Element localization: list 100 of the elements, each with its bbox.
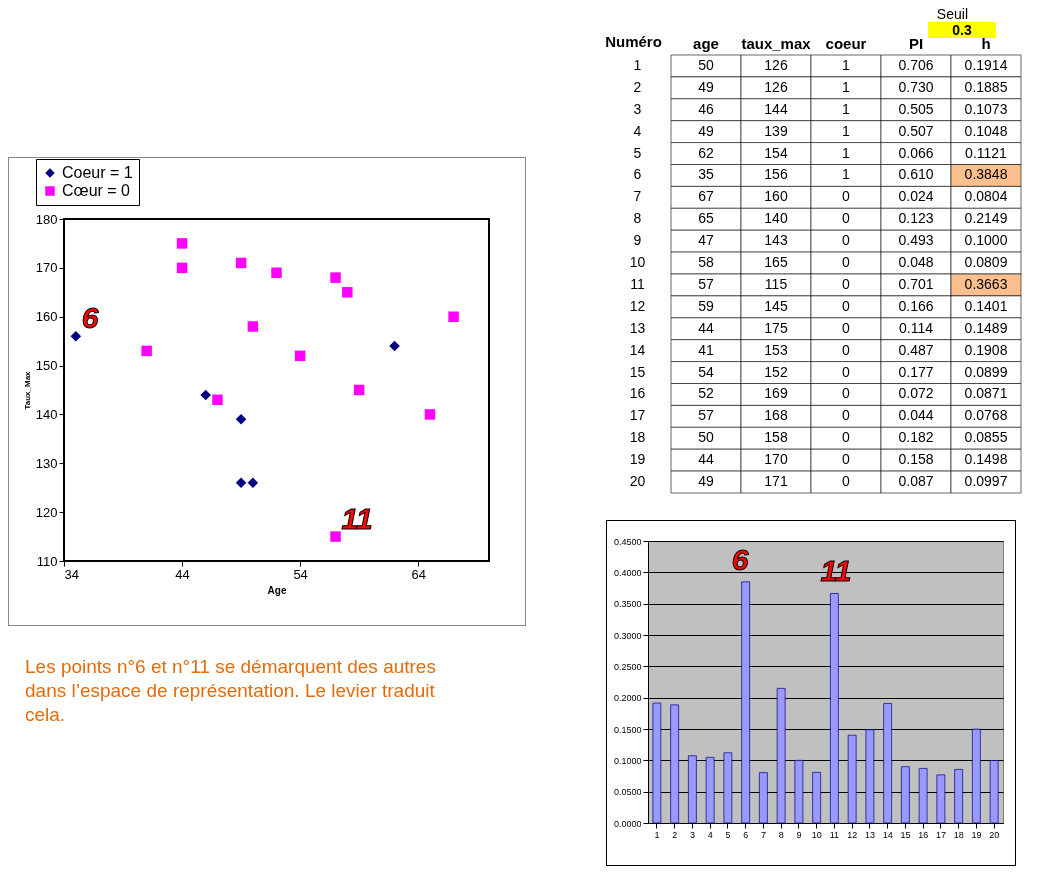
bar [723, 752, 733, 824]
data-label: 158 [764, 429, 788, 446]
x-tick-label: 44 [175, 566, 190, 582]
bar [670, 704, 679, 824]
data-label: 126 [764, 56, 788, 73]
data-label: 145 [764, 297, 788, 314]
y-tick-label: 12 [629, 297, 646, 314]
data-label: 67 [698, 188, 714, 205]
y-tick-label: 120 [35, 504, 58, 520]
data-label: 0.182 [898, 429, 934, 446]
data-label: 0.0809 [964, 254, 1008, 271]
data-label: 0 [842, 297, 851, 314]
x-tick-label: 8 [778, 829, 784, 840]
x-tick-label: 18 [953, 829, 964, 840]
text: Seuil [935, 6, 968, 22]
x-tick-label: 1 [654, 829, 660, 840]
y-tick-label: 19 [629, 451, 646, 468]
bar [794, 759, 804, 824]
data-label: 65 [698, 210, 714, 227]
data-label: 153 [764, 341, 788, 358]
x-tick-label: 10 [811, 829, 822, 840]
bar [883, 703, 892, 824]
data-label: 0.048 [898, 254, 934, 271]
x-tick-label: 6 [743, 829, 749, 840]
y-tick-label: 170 [35, 260, 58, 276]
legend-label: Coeur = 1 [62, 164, 133, 181]
y-tick-label: 17 [629, 407, 646, 424]
data-label: 0 [842, 363, 851, 380]
bar [759, 772, 768, 824]
y-axis-title: Numéro [605, 32, 662, 50]
y-tick-label: 0.2500 [613, 661, 642, 672]
bar [954, 769, 963, 824]
data-label: 0.3663 [964, 275, 1008, 292]
data-label: 0.158 [898, 451, 934, 468]
y-tick-label: 16 [629, 385, 646, 402]
y-tick-label: 2 [633, 78, 642, 95]
data-label: 140 [764, 210, 788, 227]
text: 0.3 [952, 22, 972, 38]
x-tick-label: 17 [935, 829, 946, 840]
data-label: 57 [698, 275, 714, 292]
data-label: 0.1048 [964, 122, 1008, 139]
data-label: 0.1401 [964, 297, 1008, 314]
data-label: 0.730 [898, 78, 934, 95]
y-tick-label: 180 [35, 211, 58, 227]
y-tick-label: 9 [633, 232, 642, 249]
data-label: 175 [764, 319, 788, 336]
annotation: 6 [81, 301, 99, 335]
data-label: 0 [842, 341, 851, 358]
bar [652, 702, 662, 824]
data-label: 0.3848 [964, 166, 1008, 183]
y-tick-label: 160 [35, 309, 58, 325]
y-tick-label: 0.1500 [613, 724, 642, 735]
data-label: 0.044 [898, 407, 934, 424]
bar [847, 734, 857, 824]
data-label: 0.087 [898, 473, 934, 490]
data-label: 44 [698, 319, 714, 336]
data-label: 1 [842, 166, 851, 183]
data-label: 168 [764, 407, 788, 424]
y-tick-label: 8 [633, 210, 642, 227]
x-axis-title: Age [267, 584, 287, 596]
x-tick-label: age [693, 34, 719, 52]
y-tick-label: 0.2000 [613, 693, 642, 704]
y-tick-label: 18 [629, 429, 646, 446]
data-label: 35 [698, 166, 714, 183]
data-label: 58 [698, 254, 714, 271]
data-label: 139 [764, 122, 788, 139]
data-label: 154 [764, 144, 788, 161]
data-label: 0.123 [898, 210, 934, 227]
data-label: 0 [842, 210, 851, 227]
data-label: 59 [698, 297, 714, 314]
y-tick-label: 0.4500 [613, 536, 642, 547]
y-tick-label: 13 [629, 319, 646, 336]
data-label: 0.1885 [964, 78, 1008, 95]
x-tick-label: 14 [882, 829, 893, 840]
x-tick-label: 15 [900, 829, 911, 840]
data-label: 0.487 [898, 341, 934, 358]
data-label: 0.1121 [965, 144, 1008, 161]
bar [830, 593, 839, 824]
data-label: 170 [764, 451, 788, 468]
bar [688, 755, 697, 824]
data-label: 0.0855 [964, 429, 1008, 446]
x-tick-label: 3 [689, 829, 695, 840]
data-label: 0.072 [898, 385, 934, 402]
x-tick-label: PI [908, 34, 924, 52]
data-label: 0.1000 [964, 232, 1008, 249]
data-label: 1 [842, 56, 851, 73]
data-label: 0.066 [898, 144, 934, 161]
bar [972, 728, 981, 824]
bar [812, 771, 821, 824]
data-label: 0.1908 [964, 341, 1008, 358]
x-tick-label: 19 [971, 829, 982, 840]
x-tick-label: 11 [829, 829, 840, 840]
data-label: 1 [842, 122, 851, 139]
data-label: 0.114 [899, 319, 934, 336]
x-tick-label: 16 [918, 829, 929, 840]
x-tick-label: 4 [707, 829, 713, 840]
data-label: 49 [698, 122, 714, 139]
data-label: 49 [698, 473, 714, 490]
x-tick-label: 2 [672, 829, 678, 840]
x-tick-label: 34 [64, 566, 79, 582]
